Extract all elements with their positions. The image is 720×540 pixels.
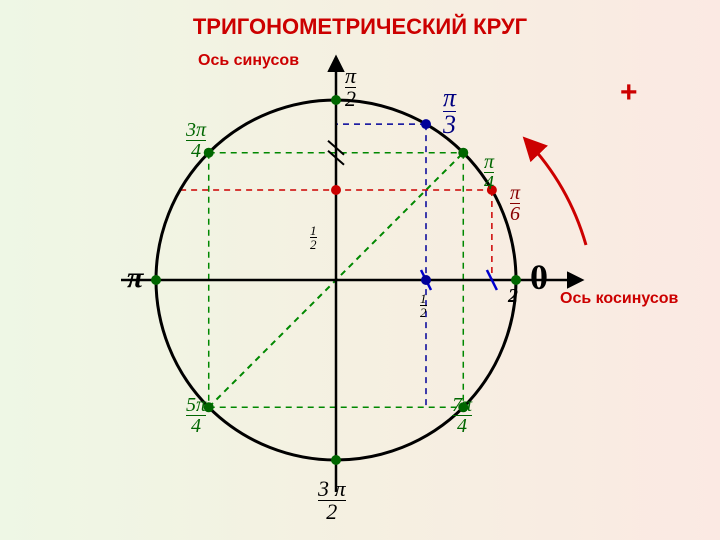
label-pi-over-4: π4 bbox=[484, 152, 494, 193]
label-pi-over-6: π6 bbox=[510, 183, 520, 224]
label-pi-over-2: π2 bbox=[345, 65, 356, 110]
label-3pi-over-2: 3 π2 bbox=[318, 478, 346, 523]
label-pi-over-3: π3 bbox=[443, 85, 456, 138]
label-cos-half: 12 bbox=[420, 292, 427, 319]
label-3pi-over-4: 3π4 bbox=[186, 120, 206, 161]
label-7pi-over-4: 7π4 bbox=[452, 395, 472, 436]
label-sin-half: 12 bbox=[310, 224, 317, 251]
label-5pi-over-4: 5π4 bbox=[186, 395, 206, 436]
label-axis-two: 2 bbox=[508, 286, 518, 306]
label-pi: π bbox=[127, 263, 143, 293]
trig-circle-canvas bbox=[0, 0, 720, 540]
